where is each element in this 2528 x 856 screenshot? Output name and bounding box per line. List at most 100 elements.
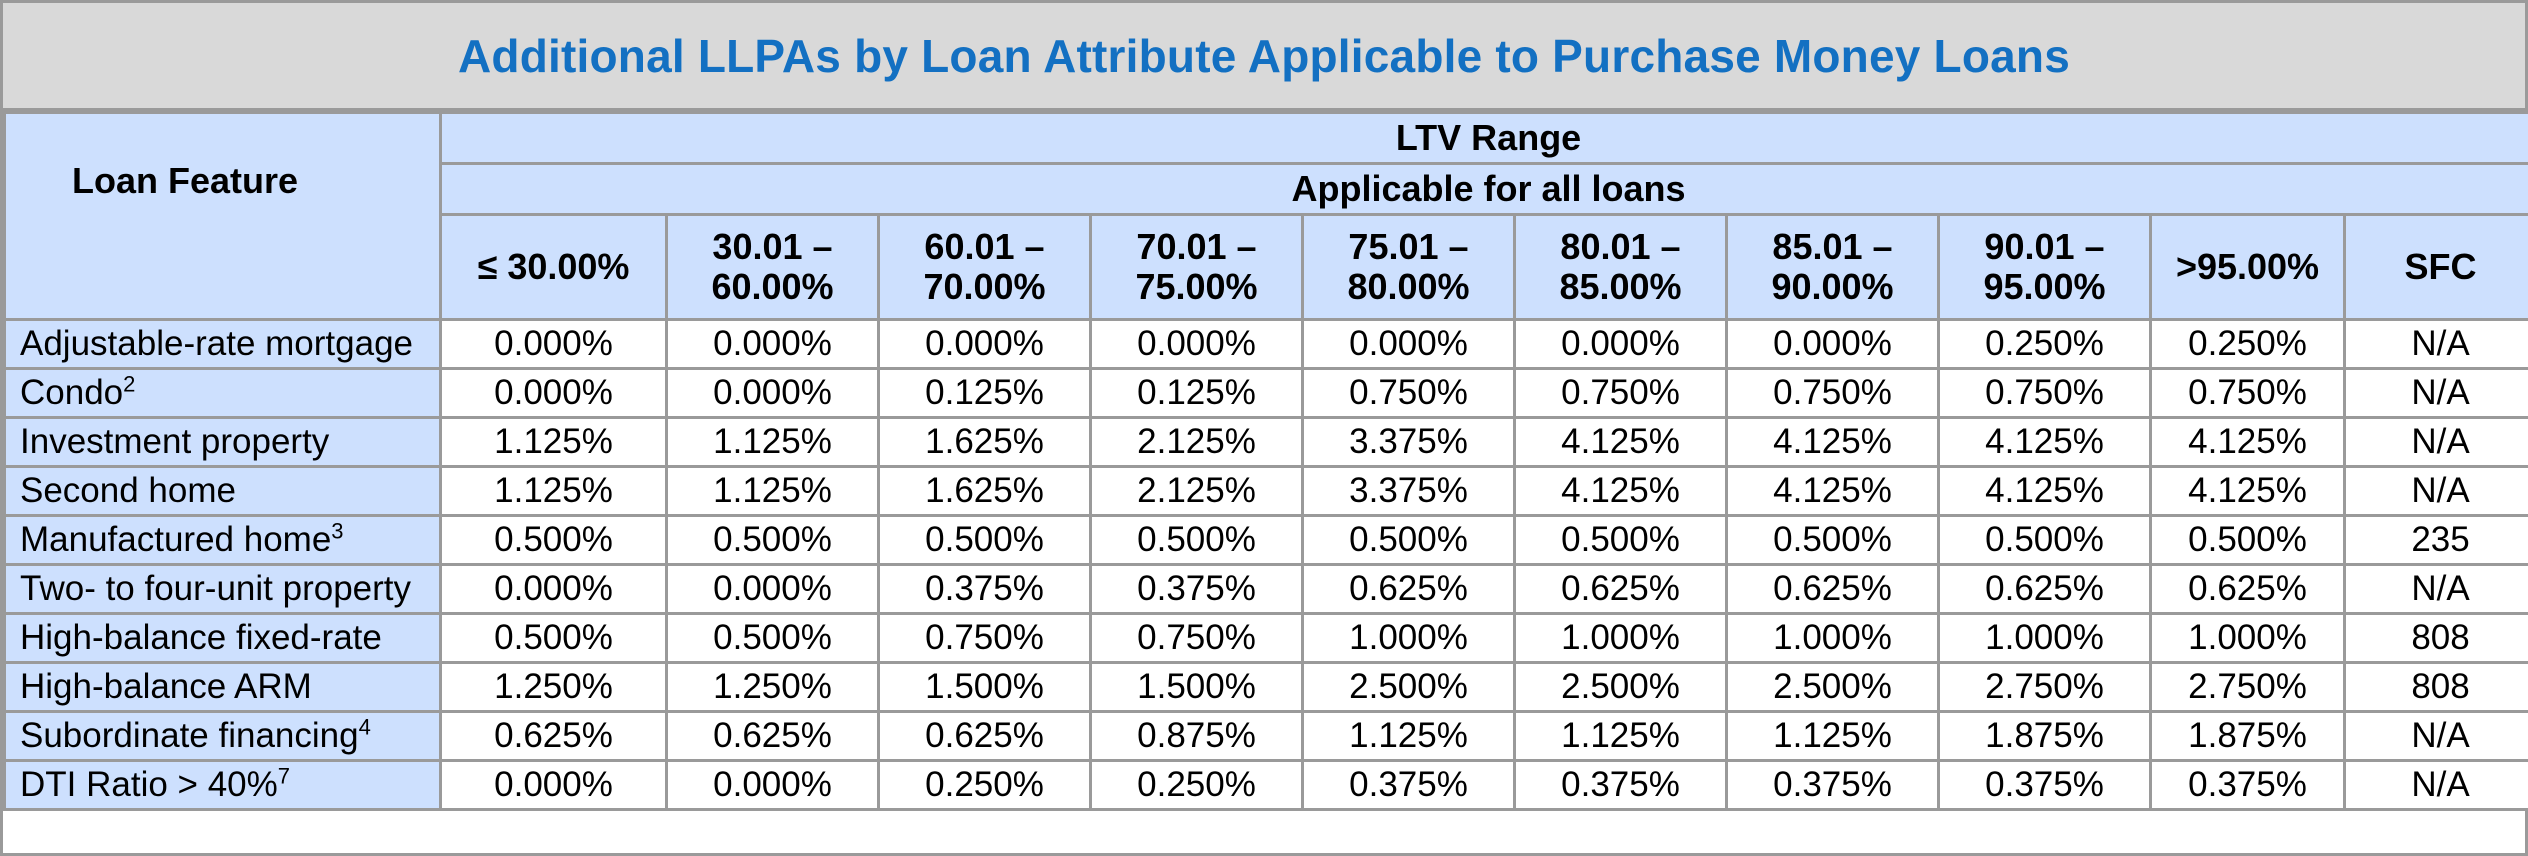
llpa-value-cell: 0.000%: [1301, 318, 1516, 370]
footnote-marker: 4: [358, 714, 371, 740]
llpa-value-cell: 0.625%: [1513, 563, 1728, 615]
column-header-label: 85.01 –90.00%: [1771, 226, 1894, 307]
loan-feature-label: Adjustable-rate mortgage: [20, 324, 413, 363]
applicable-header: Applicable for all loans: [438, 162, 2528, 216]
loan-feature-label: Subordinate financing: [20, 716, 359, 755]
llpa-value-cell: 0.750%: [877, 612, 1092, 664]
loan-feature-cell: Condo2: [3, 367, 442, 419]
llpa-value-cell: 0.375%: [1725, 759, 1940, 811]
llpa-value-cell: 0.750%: [1513, 367, 1728, 419]
loan-feature-cell: High-balance fixed-rate: [3, 612, 442, 664]
loan-feature-cell: Manufactured home3: [3, 514, 442, 566]
llpa-value-cell: 1.125%: [665, 465, 880, 517]
llpa-value-cell: 0.000%: [439, 367, 668, 419]
column-header-label: >95.00%: [2175, 246, 2320, 287]
llpa-value-cell: 0.250%: [1089, 759, 1304, 811]
llpa-value-cell: 1.250%: [439, 661, 668, 713]
llpa-value-cell: 0.000%: [665, 318, 880, 370]
llpa-value-cell: 1.875%: [2149, 710, 2346, 762]
table-row: Two- to four-unit property 0.000% 0.000% 0.…: [3, 563, 2528, 615]
llpa-value-cell: 0.750%: [1937, 367, 2152, 419]
table-row: Investment property 1.125% 1.125% 1.625% 2.1…: [3, 416, 2528, 468]
llpa-value-cell: 4.125%: [1513, 416, 1728, 468]
column-header: 70.01 –75.00%: [1089, 213, 1304, 321]
llpa-value-cell: N/A: [2342, 710, 2528, 762]
column-header-label: SFC: [2404, 246, 2477, 287]
llpa-value-cell: 0.250%: [877, 759, 1092, 811]
llpa-value-cell: 1.000%: [1301, 612, 1516, 664]
llpa-value-cell: 4.125%: [1937, 465, 2152, 517]
llpa-value-cell: 4.125%: [2149, 465, 2346, 517]
llpa-value-cell: 3.375%: [1301, 416, 1516, 468]
llpa-value-cell: N/A: [2342, 416, 2528, 468]
llpa-value-cell: 1.500%: [877, 661, 1092, 713]
column-header: 90.01 –95.00%: [1937, 213, 2152, 321]
loan-feature-header: Loan Feature: [3, 111, 442, 321]
llpa-value-cell: 0.000%: [439, 563, 668, 615]
column-header-label: 90.01 –95.00%: [1983, 226, 2106, 307]
header-row-ltv: Loan Feature LTV Range: [3, 111, 2528, 321]
footnote-marker: 2: [123, 371, 136, 397]
llpa-value-cell: 0.250%: [2149, 318, 2346, 370]
llpa-value-cell: 2.500%: [1513, 661, 1728, 713]
llpa-value-cell: 0.000%: [1089, 318, 1304, 370]
llpa-value-cell: 0.500%: [439, 612, 668, 664]
llpa-value-cell: 0.000%: [439, 759, 668, 811]
loan-feature-cell: Investment property: [3, 416, 442, 468]
loan-feature-label: Manufactured home: [20, 520, 332, 559]
llpa-value-cell: 1.000%: [1937, 612, 2152, 664]
loan-feature-label: Second home: [20, 471, 236, 510]
llpa-value-cell: 0.875%: [1089, 710, 1304, 762]
column-header: 75.01 –80.00%: [1301, 213, 1516, 321]
llpa-value-cell: 0.500%: [1089, 514, 1304, 566]
llpa-value-cell: 1.125%: [1301, 710, 1516, 762]
title-bar: Additional LLPAs by Loan Attribute Appli…: [3, 3, 2525, 111]
table-body: Adjustable-rate mortgage 0.000% 0.000% 0.00…: [3, 318, 2528, 811]
llpa-value-cell: 0.000%: [439, 318, 668, 370]
loan-feature-label: High-balance fixed-rate: [20, 618, 382, 657]
loan-feature-label: High-balance ARM: [20, 667, 312, 706]
llpa-value-cell: 1.250%: [665, 661, 880, 713]
llpa-value-cell: 4.125%: [1937, 416, 2152, 468]
llpa-value-cell: 0.625%: [1937, 563, 2152, 615]
llpa-value-cell: 0.750%: [1089, 612, 1304, 664]
llpa-value-cell: 0.625%: [439, 710, 668, 762]
llpa-value-cell: 4.125%: [2149, 416, 2346, 468]
llpa-value-cell: 0.000%: [1725, 318, 1940, 370]
footnote-marker: 3: [331, 518, 344, 544]
llpa-value-cell: 0.750%: [2149, 367, 2346, 419]
llpa-value-cell: 0.750%: [1725, 367, 1940, 419]
llpa-value-cell: 0.125%: [1089, 367, 1304, 419]
llpa-value-cell: 1.625%: [877, 465, 1092, 517]
llpa-value-cell: 0.000%: [1513, 318, 1728, 370]
llpa-value-cell: 2.125%: [1089, 465, 1304, 517]
llpa-value-cell: 0.000%: [877, 318, 1092, 370]
llpa-value-cell: 1.000%: [1725, 612, 1940, 664]
table-row: Condo2 0.000% 0.000% 0.125% 0.125% 0.750% 0.75…: [3, 367, 2528, 419]
table-row: Second home 1.125% 1.125% 1.625% 2.125% 3.375…: [3, 465, 2528, 517]
llpa-value-cell: 0.500%: [1301, 514, 1516, 566]
llpa-value-cell: 0.625%: [665, 710, 880, 762]
llpa-value-cell: 0.375%: [877, 563, 1092, 615]
loan-feature-label: Two- to four-unit property: [20, 569, 411, 608]
table-row: Subordinate financing4 0.625% 0.625% 0.625%…: [3, 710, 2528, 762]
llpa-value-cell: 1.625%: [877, 416, 1092, 468]
loan-feature-label: DTI Ratio > 40%: [20, 765, 278, 804]
llpa-value-cell: 0.500%: [2149, 514, 2346, 566]
column-header: ≤ 30.00%: [439, 213, 668, 321]
llpa-value-cell: 0.125%: [877, 367, 1092, 419]
llpa-value-cell: 0.375%: [1089, 563, 1304, 615]
page-title: Additional LLPAs by Loan Attribute Appli…: [457, 29, 2070, 82]
llpa-value-cell: 0.500%: [877, 514, 1092, 566]
llpa-value-cell: 235: [2342, 514, 2528, 566]
llpa-table: Loan Feature LTV Range Applicable for al…: [3, 111, 2528, 811]
column-header: 60.01 –70.00%: [877, 213, 1092, 321]
llpa-value-cell: 1.125%: [1725, 710, 1940, 762]
loan-feature-cell: Second home: [3, 465, 442, 517]
llpa-value-cell: 0.625%: [1301, 563, 1516, 615]
llpa-value-cell: 4.125%: [1513, 465, 1728, 517]
llpa-value-cell: 1.875%: [1937, 710, 2152, 762]
loan-feature-label: Condo: [20, 373, 124, 412]
llpa-value-cell: 1.125%: [439, 465, 668, 517]
